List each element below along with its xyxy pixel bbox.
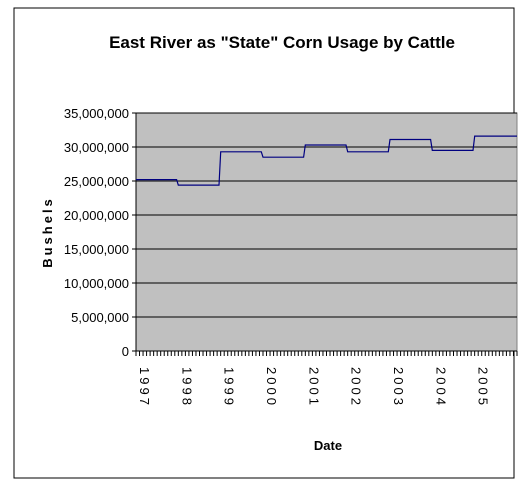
chart-title: East River as "State" Corn Usage by Catt… [109, 33, 455, 52]
y-tick-label: 25,000,000 [64, 174, 129, 189]
x-axis: 1997 1998 1999 2000 2001 2002 2003 2004 2005 [135, 350, 518, 408]
x-tick-label: 1997 [137, 367, 152, 408]
y-tick-label: 0 [122, 344, 129, 359]
x-tick-label: 2000 [264, 367, 279, 408]
x-tick-label: 1999 [222, 367, 237, 408]
y-axis-label: Bushels [40, 196, 55, 268]
y-axis-label-text: Bushels [40, 196, 55, 268]
gridlines [136, 112, 517, 318]
data-series [136, 135, 517, 186]
x-tick-label: 1998 [179, 367, 194, 408]
x-axis-label: Date [314, 438, 342, 453]
x-tick-label: 2004 [433, 367, 448, 408]
y-tick-label: 5,000,000 [71, 310, 129, 325]
x-tick-label: 2005 [476, 367, 491, 408]
plot-area [135, 112, 518, 352]
x-tick-label: 2002 [349, 367, 364, 408]
y-tick-label: 20,000,000 [64, 208, 129, 223]
y-tick-label: 10,000,000 [64, 276, 129, 291]
series-line [136, 135, 517, 186]
y-tick-label: 15,000,000 [64, 242, 129, 257]
y-axis: 0 5,000,000 10,000,000 15,000,000 20,000,000… [64, 106, 137, 359]
x-tick-label: 2001 [306, 367, 321, 408]
x-tick-label: 2003 [391, 367, 406, 408]
y-tick-label: 30,000,000 [64, 140, 129, 155]
y-tick-label: 35,000,000 [64, 106, 129, 121]
